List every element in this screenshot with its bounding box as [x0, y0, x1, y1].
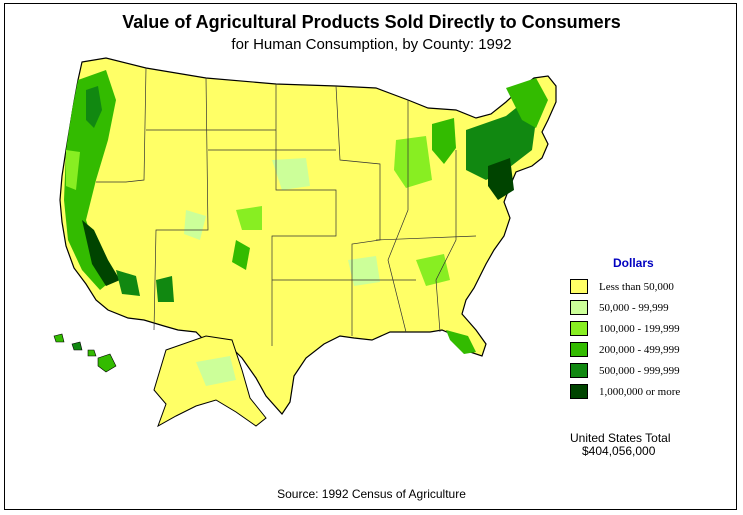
- legend-label: 200,000 - 499,999: [599, 343, 680, 356]
- county-shading: [64, 70, 548, 354]
- legend-swatch: [570, 279, 588, 294]
- map-subtitle: for Human Consumption, by County: 1992: [231, 36, 512, 53]
- us-county-map: [53, 57, 557, 428]
- legend-title: Dollars: [613, 256, 654, 270]
- us-total-value: $404,056,000: [582, 444, 656, 458]
- legend-label: 500,000 - 999,999: [599, 364, 680, 377]
- legend-item: Less than 50,000: [570, 276, 720, 297]
- legend-label: 100,000 - 199,999: [599, 322, 680, 335]
- legend-item: 200,000 - 499,999: [570, 339, 720, 360]
- legend-label: Less than 50,000: [599, 280, 674, 293]
- legend-swatch: [570, 300, 588, 315]
- legend-item: 500,000 - 999,999: [570, 360, 720, 381]
- us-total-label: United States Total: [570, 431, 671, 445]
- legend-swatch: [570, 321, 588, 336]
- map-legend: Dollars Less than 50,000 50,000 - 99,999…: [570, 256, 720, 402]
- legend-item: 50,000 - 99,999: [570, 297, 720, 318]
- us-total: United States Total $404,056,000: [570, 432, 671, 458]
- map-title: Value of Agricultural Products Sold Dire…: [122, 12, 621, 32]
- state-lines: [96, 67, 477, 346]
- legend-swatch: [570, 384, 588, 399]
- legend-swatch: [570, 342, 588, 357]
- legend-swatch: [570, 363, 588, 378]
- legend-label: 1,000,000 or more: [599, 385, 681, 398]
- hawaii: [53, 333, 117, 373]
- legend-item: 1,000,000 or more: [570, 381, 720, 402]
- source-note: Source: 1992 Census of Agriculture: [277, 487, 466, 501]
- legend-label: 50,000 - 99,999: [599, 301, 669, 314]
- legend-item: 100,000 - 199,999: [570, 318, 720, 339]
